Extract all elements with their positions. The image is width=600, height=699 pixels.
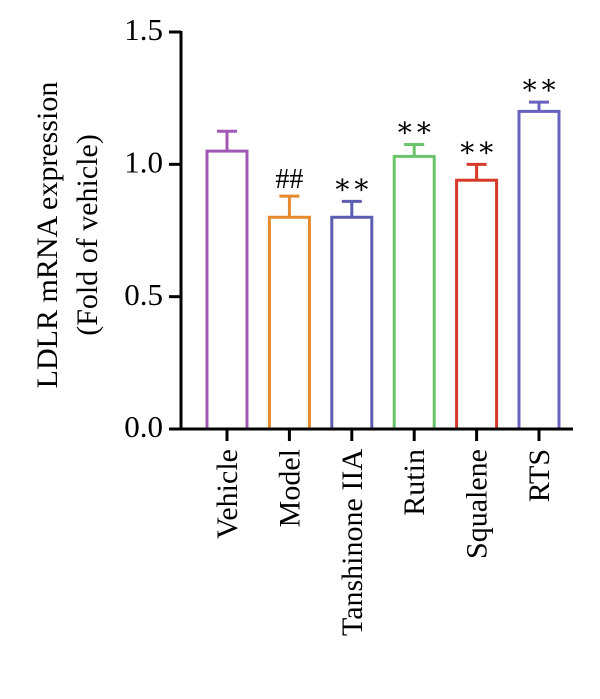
y-axis: 0.0 0.5 1.0 1.5 bbox=[124, 12, 183, 444]
bar bbox=[455, 178, 499, 431]
significance-label: ∗∗ bbox=[333, 169, 371, 200]
category-label: Rutin bbox=[398, 449, 431, 516]
bar bbox=[330, 215, 374, 431]
y-tick-label: 1.5 bbox=[124, 12, 163, 47]
bars: ## ∗∗ ∗∗ ∗∗ ∗∗ bbox=[205, 70, 561, 431]
category-label: Model bbox=[273, 449, 306, 527]
category-label: Tanshinone IIA bbox=[336, 449, 369, 636]
bar bbox=[517, 109, 561, 431]
category-label: Vehicle bbox=[211, 449, 244, 539]
y-axis-title: LDLR mRNA expression (Fold of vehicle) bbox=[31, 82, 104, 389]
significance-label: ∗∗ bbox=[458, 132, 496, 163]
bar bbox=[392, 154, 436, 431]
bar bbox=[205, 149, 249, 431]
category-label: Squalene bbox=[461, 449, 494, 559]
y-axis-title-line: (Fold of vehicle) bbox=[71, 134, 104, 336]
y-tick-label: 0.0 bbox=[124, 409, 163, 444]
significance-label: ## bbox=[275, 164, 303, 195]
category-label: RTS bbox=[523, 449, 556, 502]
y-tick-label: 0.5 bbox=[124, 277, 163, 312]
bar bbox=[267, 215, 311, 431]
x-axis: Vehicle Model Tanshinone IIA Rutin Squalene R… bbox=[179, 427, 573, 636]
significance-label: ∗∗ bbox=[520, 70, 558, 101]
y-tick-label: 1.0 bbox=[124, 144, 163, 179]
significance-label: ∗∗ bbox=[395, 112, 433, 143]
y-axis-title-line: LDLR mRNA expression bbox=[31, 82, 64, 389]
